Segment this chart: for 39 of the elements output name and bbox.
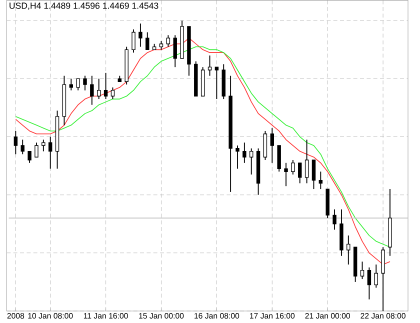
- candlestick: [332, 208, 336, 230]
- candlestick: [69, 78, 73, 91]
- candlestick: [304, 139, 309, 184]
- candlestick: [173, 34, 177, 68]
- candlestick: [34, 142, 38, 158]
- candlestick: [48, 136, 52, 170]
- candlestick: [318, 171, 323, 190]
- candlestick: [138, 23, 142, 48]
- candlestick: [20, 139, 24, 155]
- candlestick: [76, 78, 80, 91]
- candlestick: [291, 160, 295, 175]
- candlestick: [90, 75, 94, 106]
- candlestick: [270, 128, 274, 164]
- candlestick: [214, 66, 219, 100]
- candlestick: [132, 28, 136, 54]
- candlestick: [146, 32, 150, 50]
- candlestick: [242, 142, 246, 164]
- candlestick: [312, 160, 316, 190]
- candlestick: [374, 264, 378, 288]
- candlestick: [236, 145, 240, 170]
- candlestick: [298, 162, 302, 184]
- candlestick: [249, 148, 254, 175]
- candlestick: [284, 162, 288, 187]
- candlestick: [110, 86, 115, 100]
- candlestick: [83, 75, 87, 91]
- candlestick: [381, 246, 385, 311]
- candlestick: [104, 72, 108, 100]
- candlestick: [360, 261, 364, 280]
- candlestick: [28, 150, 32, 164]
- candlestick: [14, 130, 18, 155]
- candlestick: [166, 34, 170, 48]
- candlestick: [97, 78, 101, 100]
- candlestick: [208, 55, 212, 76]
- candlestick: [346, 235, 350, 266]
- candlestick: [263, 130, 268, 160]
- chart-title: USD,H4 1.4489 1.4596 1.4469 1.4543: [10, 2, 158, 10]
- candlestick: [42, 139, 46, 152]
- candlestick: [367, 266, 372, 300]
- candlestick: [277, 145, 281, 172]
